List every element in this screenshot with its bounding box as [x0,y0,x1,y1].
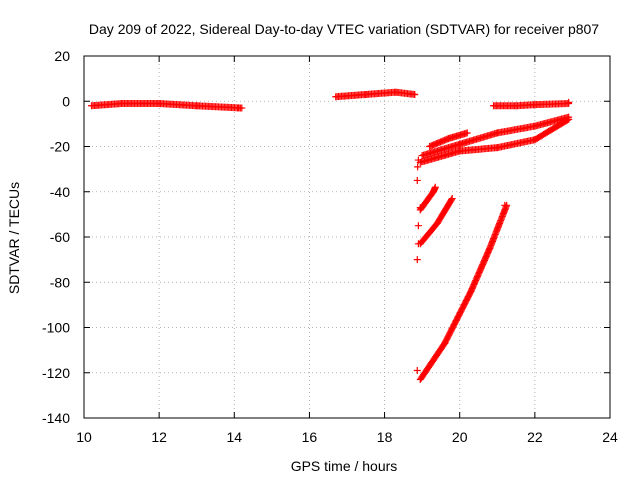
series-group [88,88,573,384]
x-tick-label: 16 [302,429,318,445]
data-layer [88,88,573,384]
x-tick-label: 12 [151,429,167,445]
data-point [234,104,242,112]
y-tick-label: 20 [54,48,70,64]
data-point [413,256,421,264]
y-tick-label: -80 [50,274,70,290]
x-tick-label: 22 [527,429,543,445]
data-point [448,195,456,203]
data-point [414,156,422,164]
y-tick-label: -120 [42,365,70,381]
data-point [416,204,424,212]
y-tick-label: -140 [42,410,70,426]
x-tick-label: 14 [226,429,242,445]
y-tick-label: -20 [50,139,70,155]
data-point [413,366,421,374]
x-tick-label: 10 [76,429,92,445]
data-point [463,129,471,137]
x-tick-label: 20 [452,429,468,445]
data-point [411,90,419,98]
data-point [431,183,439,191]
y-tick-label: -60 [50,229,70,245]
y-axis-title: SDTVAR / TECUs [6,182,22,294]
x-tick-label: 24 [602,429,618,445]
data-point [414,163,422,171]
data-point [414,240,422,248]
data-point [565,98,573,106]
data-point [447,196,455,204]
chart-title: Day 209 of 2022, Sidereal Day-to-day VTE… [89,21,599,37]
data-point [501,201,509,209]
data-point [413,176,421,184]
tick-layer: 10 12 14 16 18 20 22 24 20 0 -20 -40 -60 -80 -100 -120 -… [42,48,618,445]
x-tick-label: 18 [377,429,393,445]
y-tick-label: -100 [42,320,70,336]
grid-layer [84,56,610,418]
x-axis-title: GPS time / hours [291,458,398,474]
data-point [414,222,422,230]
y-tick-label: 0 [62,93,70,109]
data-point [565,113,573,121]
y-tick-label: -40 [50,184,70,200]
